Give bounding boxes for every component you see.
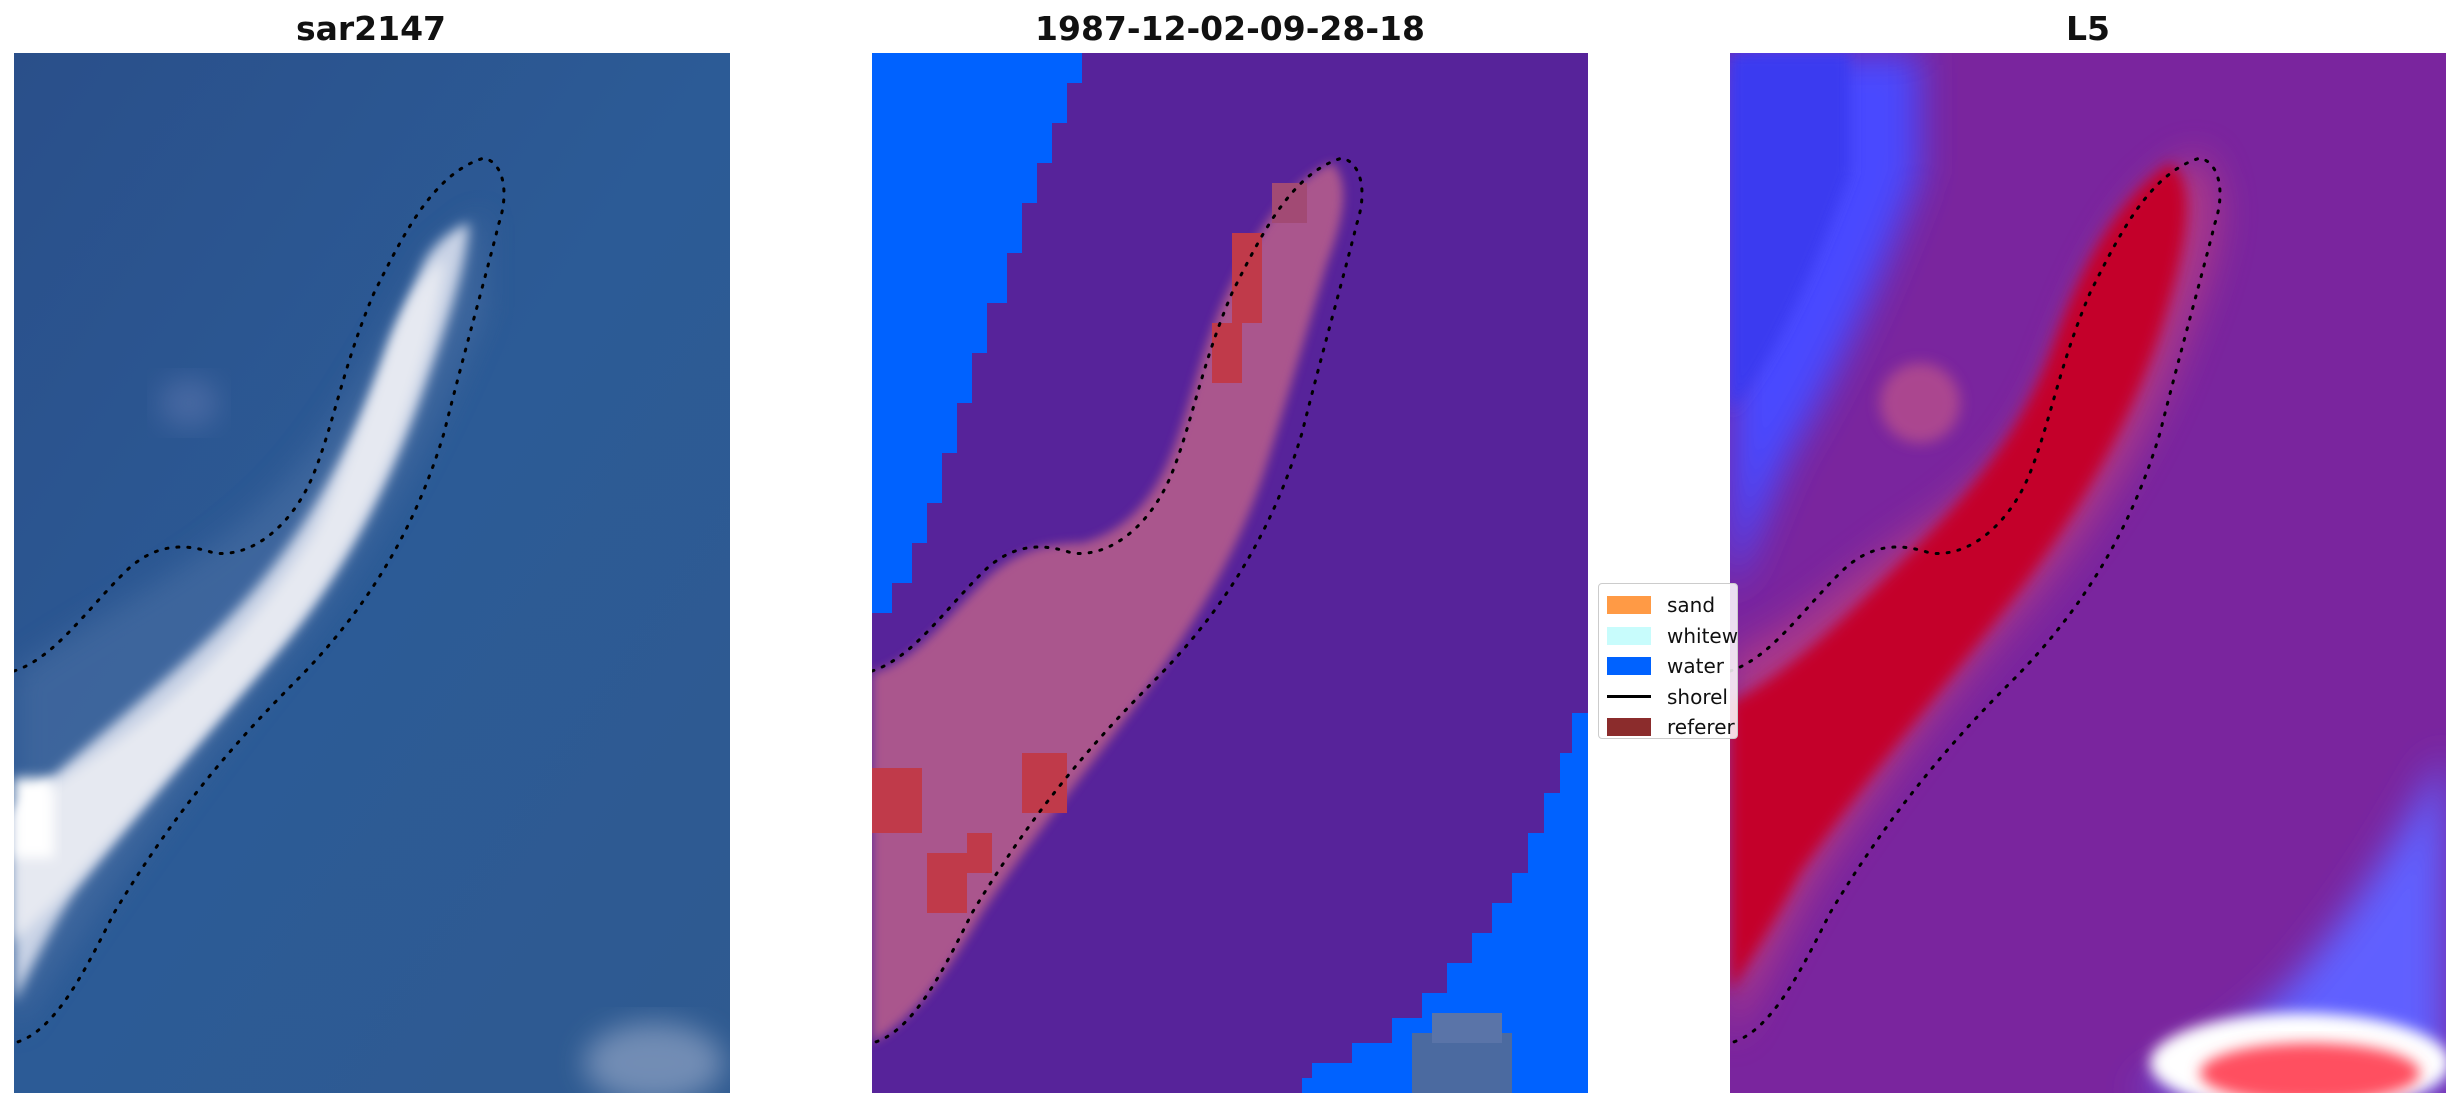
classification-panel [872,53,1588,1093]
legend-item-sand: sand [1607,590,1737,621]
legend-swatch-reference [1607,718,1651,737]
panel-title-classification: 1987-12-02-09-28-18 [1035,9,1425,48]
legend-label: whitew [1667,623,1739,648]
probability-panel [1730,53,2446,1093]
rgb-image-panel [14,53,730,1093]
legend-swatch-whitewater [1607,626,1651,645]
legend-item-water: water [1607,651,1737,682]
legend-label: referer [1667,715,1735,740]
legend: sand whitew water shorel referer [1598,583,1738,739]
panel-title-probability: L5 [2066,9,2110,48]
legend-item-reference: referer [1607,712,1737,743]
legend-swatch-water [1607,657,1651,676]
legend-line-shoreline [1607,695,1651,699]
classification-map [872,53,1588,1093]
legend-swatch-sand [1607,596,1651,615]
rgb-image [14,53,730,1093]
panel-title-rgb: sar2147 [295,9,447,48]
legend-item-whitewater: whitew [1607,621,1739,652]
legend-item-shoreline: shorel [1607,682,1737,713]
legend-label: water [1667,654,1724,679]
legend-label: sand [1667,593,1716,618]
probability-map [1730,53,2446,1093]
legend-label: shorel [1667,684,1728,709]
